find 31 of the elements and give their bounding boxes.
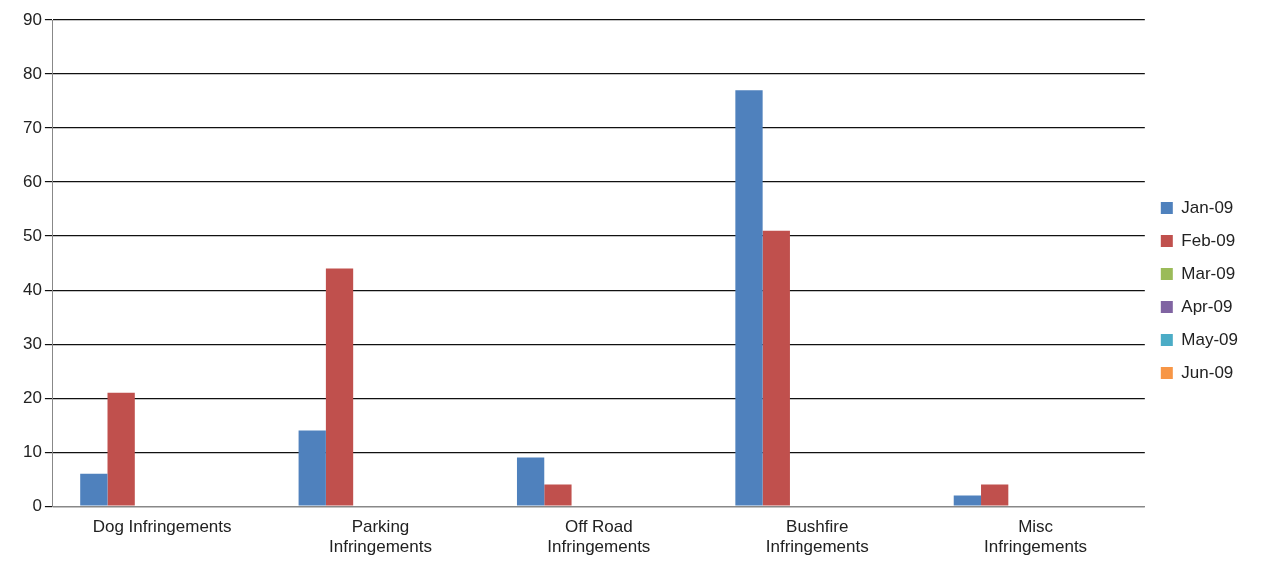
legend-label: Apr-09	[1181, 296, 1233, 316]
bar	[516, 457, 545, 506]
x-tick-label: Dog Infringements	[92, 517, 232, 537]
bar	[953, 495, 982, 506]
y-tick-label: 70	[22, 117, 42, 137]
y-tick-label: 30	[22, 333, 42, 353]
legend-label: May-09	[1181, 329, 1238, 349]
bar	[325, 268, 354, 506]
y-tick-label: 10	[22, 441, 42, 461]
x-tick-label: Misc Infringements	[984, 517, 1088, 557]
legend-label: Jun-09	[1181, 362, 1234, 382]
x-tick-label: Bushfire Infringements	[765, 517, 869, 557]
y-tick-label: 20	[22, 387, 42, 407]
bar	[107, 392, 135, 506]
y-tick-label: 50	[22, 225, 42, 245]
bar	[298, 430, 326, 506]
x-tick-label: Parking Infringements	[328, 517, 432, 557]
y-tick-label: 90	[22, 9, 42, 29]
bar	[981, 484, 1009, 506]
y-tick-label: 0	[32, 495, 42, 515]
y-tick-label: 80	[22, 63, 42, 83]
y-tick-label: 40	[22, 279, 42, 299]
y-tick-label: 60	[22, 171, 42, 191]
legend-label: Jan-09	[1181, 197, 1234, 217]
bar	[762, 230, 790, 506]
bar	[735, 90, 763, 506]
legend-label: Mar-09	[1181, 263, 1236, 283]
x-tick-label: Off Road Infringements	[547, 517, 651, 557]
bar	[544, 484, 572, 506]
legend-label: Feb-09	[1181, 230, 1236, 250]
bar	[80, 473, 108, 506]
